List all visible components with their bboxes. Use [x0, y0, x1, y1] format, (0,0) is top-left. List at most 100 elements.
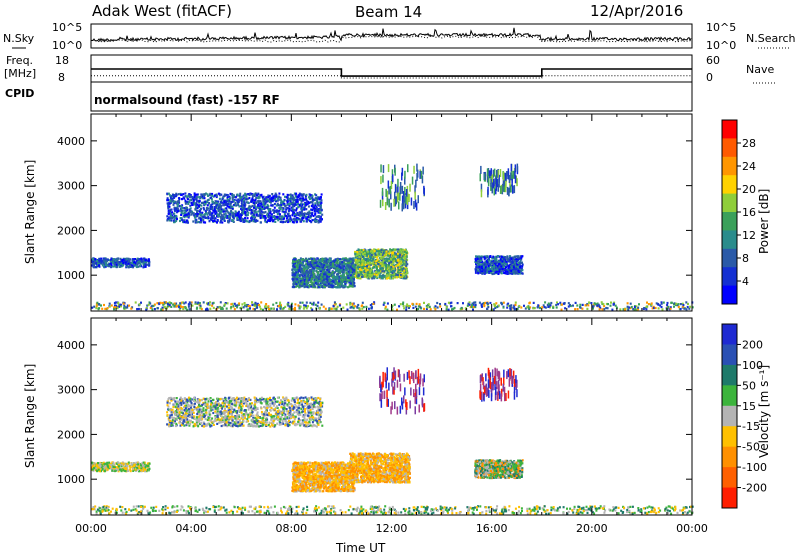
cell: [216, 213, 219, 216]
nsearch-tick-low: 10^0: [706, 39, 736, 52]
cell: [601, 308, 604, 311]
cell: [153, 308, 156, 311]
cell: [213, 194, 216, 197]
cell: [203, 203, 206, 206]
cell: [220, 210, 223, 213]
cell: [351, 269, 354, 272]
cell: [317, 260, 320, 263]
cell: [324, 275, 327, 279]
cell: [363, 252, 366, 255]
cell: [516, 272, 519, 275]
cell: [399, 253, 402, 256]
cell: [326, 266, 329, 269]
cell: [275, 210, 278, 214]
cell: [332, 264, 335, 267]
cell: [313, 260, 316, 263]
cell: [310, 265, 313, 268]
cell: [175, 207, 178, 210]
cell: [354, 264, 357, 267]
cell: [388, 255, 391, 258]
cell: [309, 261, 312, 264]
cell: [423, 307, 425, 310]
cell: [203, 208, 206, 211]
cell: [221, 221, 224, 224]
cell: [211, 207, 214, 210]
cell: [232, 194, 235, 197]
cell: [137, 307, 140, 311]
cell: [318, 286, 321, 289]
cell: [321, 284, 324, 288]
cell: [350, 276, 353, 279]
cell: [259, 216, 262, 220]
cell: [319, 282, 322, 285]
cell: [299, 279, 302, 283]
cell: [144, 263, 147, 266]
cell: [303, 270, 306, 273]
cell: [183, 197, 186, 200]
cell: [127, 259, 130, 262]
cell: [312, 269, 314, 272]
cell: [532, 301, 535, 304]
cell: [301, 207, 304, 210]
cell: [175, 217, 178, 221]
region-2: [166, 192, 324, 224]
cell: [479, 259, 482, 262]
cell: [510, 269, 513, 272]
cell: [391, 263, 393, 266]
cell: [299, 197, 302, 200]
cell: [338, 265, 341, 268]
cell: [347, 286, 349, 289]
cell: [302, 258, 305, 261]
cell: [390, 270, 393, 273]
cell: [305, 193, 308, 196]
cell: [212, 195, 215, 198]
cell: [303, 269, 306, 272]
cell: [298, 212, 301, 215]
cell: [319, 258, 322, 261]
cell: [439, 305, 442, 308]
cell: [393, 251, 396, 255]
cell: [276, 212, 279, 216]
cell: [478, 265, 481, 268]
cell: [176, 205, 179, 208]
cell: [294, 202, 297, 205]
cell: [310, 262, 313, 265]
cell: [167, 199, 170, 202]
cell: [295, 201, 298, 204]
cell: [148, 259, 151, 262]
cell: [483, 256, 486, 259]
cell: [187, 214, 190, 217]
cell: [310, 285, 313, 288]
cell: [239, 192, 242, 195]
cell: [311, 219, 314, 222]
cell: [359, 253, 362, 256]
cell: [248, 193, 251, 196]
cell: [299, 282, 301, 285]
cell: [379, 257, 382, 260]
cell: [385, 250, 388, 253]
cell: [356, 306, 359, 309]
cell: [361, 301, 364, 304]
cell: [335, 261, 338, 264]
cell: [278, 209, 281, 212]
cell: [338, 278, 341, 281]
cell: [314, 282, 317, 285]
cell: [348, 259, 351, 262]
cell: [287, 203, 290, 206]
cell: [388, 263, 390, 266]
cell: [385, 275, 388, 278]
cell: [296, 285, 299, 288]
cell: [262, 199, 265, 202]
cell: [306, 200, 309, 203]
cell: [217, 192, 220, 195]
cell: [393, 254, 396, 258]
cell: [168, 205, 171, 208]
cell: [306, 279, 309, 283]
cell: [495, 302, 498, 305]
cell: [169, 209, 171, 212]
cell: [334, 279, 337, 282]
cell: [345, 263, 348, 266]
cell: [167, 212, 170, 216]
cell: [312, 267, 315, 270]
cell: [263, 215, 265, 218]
